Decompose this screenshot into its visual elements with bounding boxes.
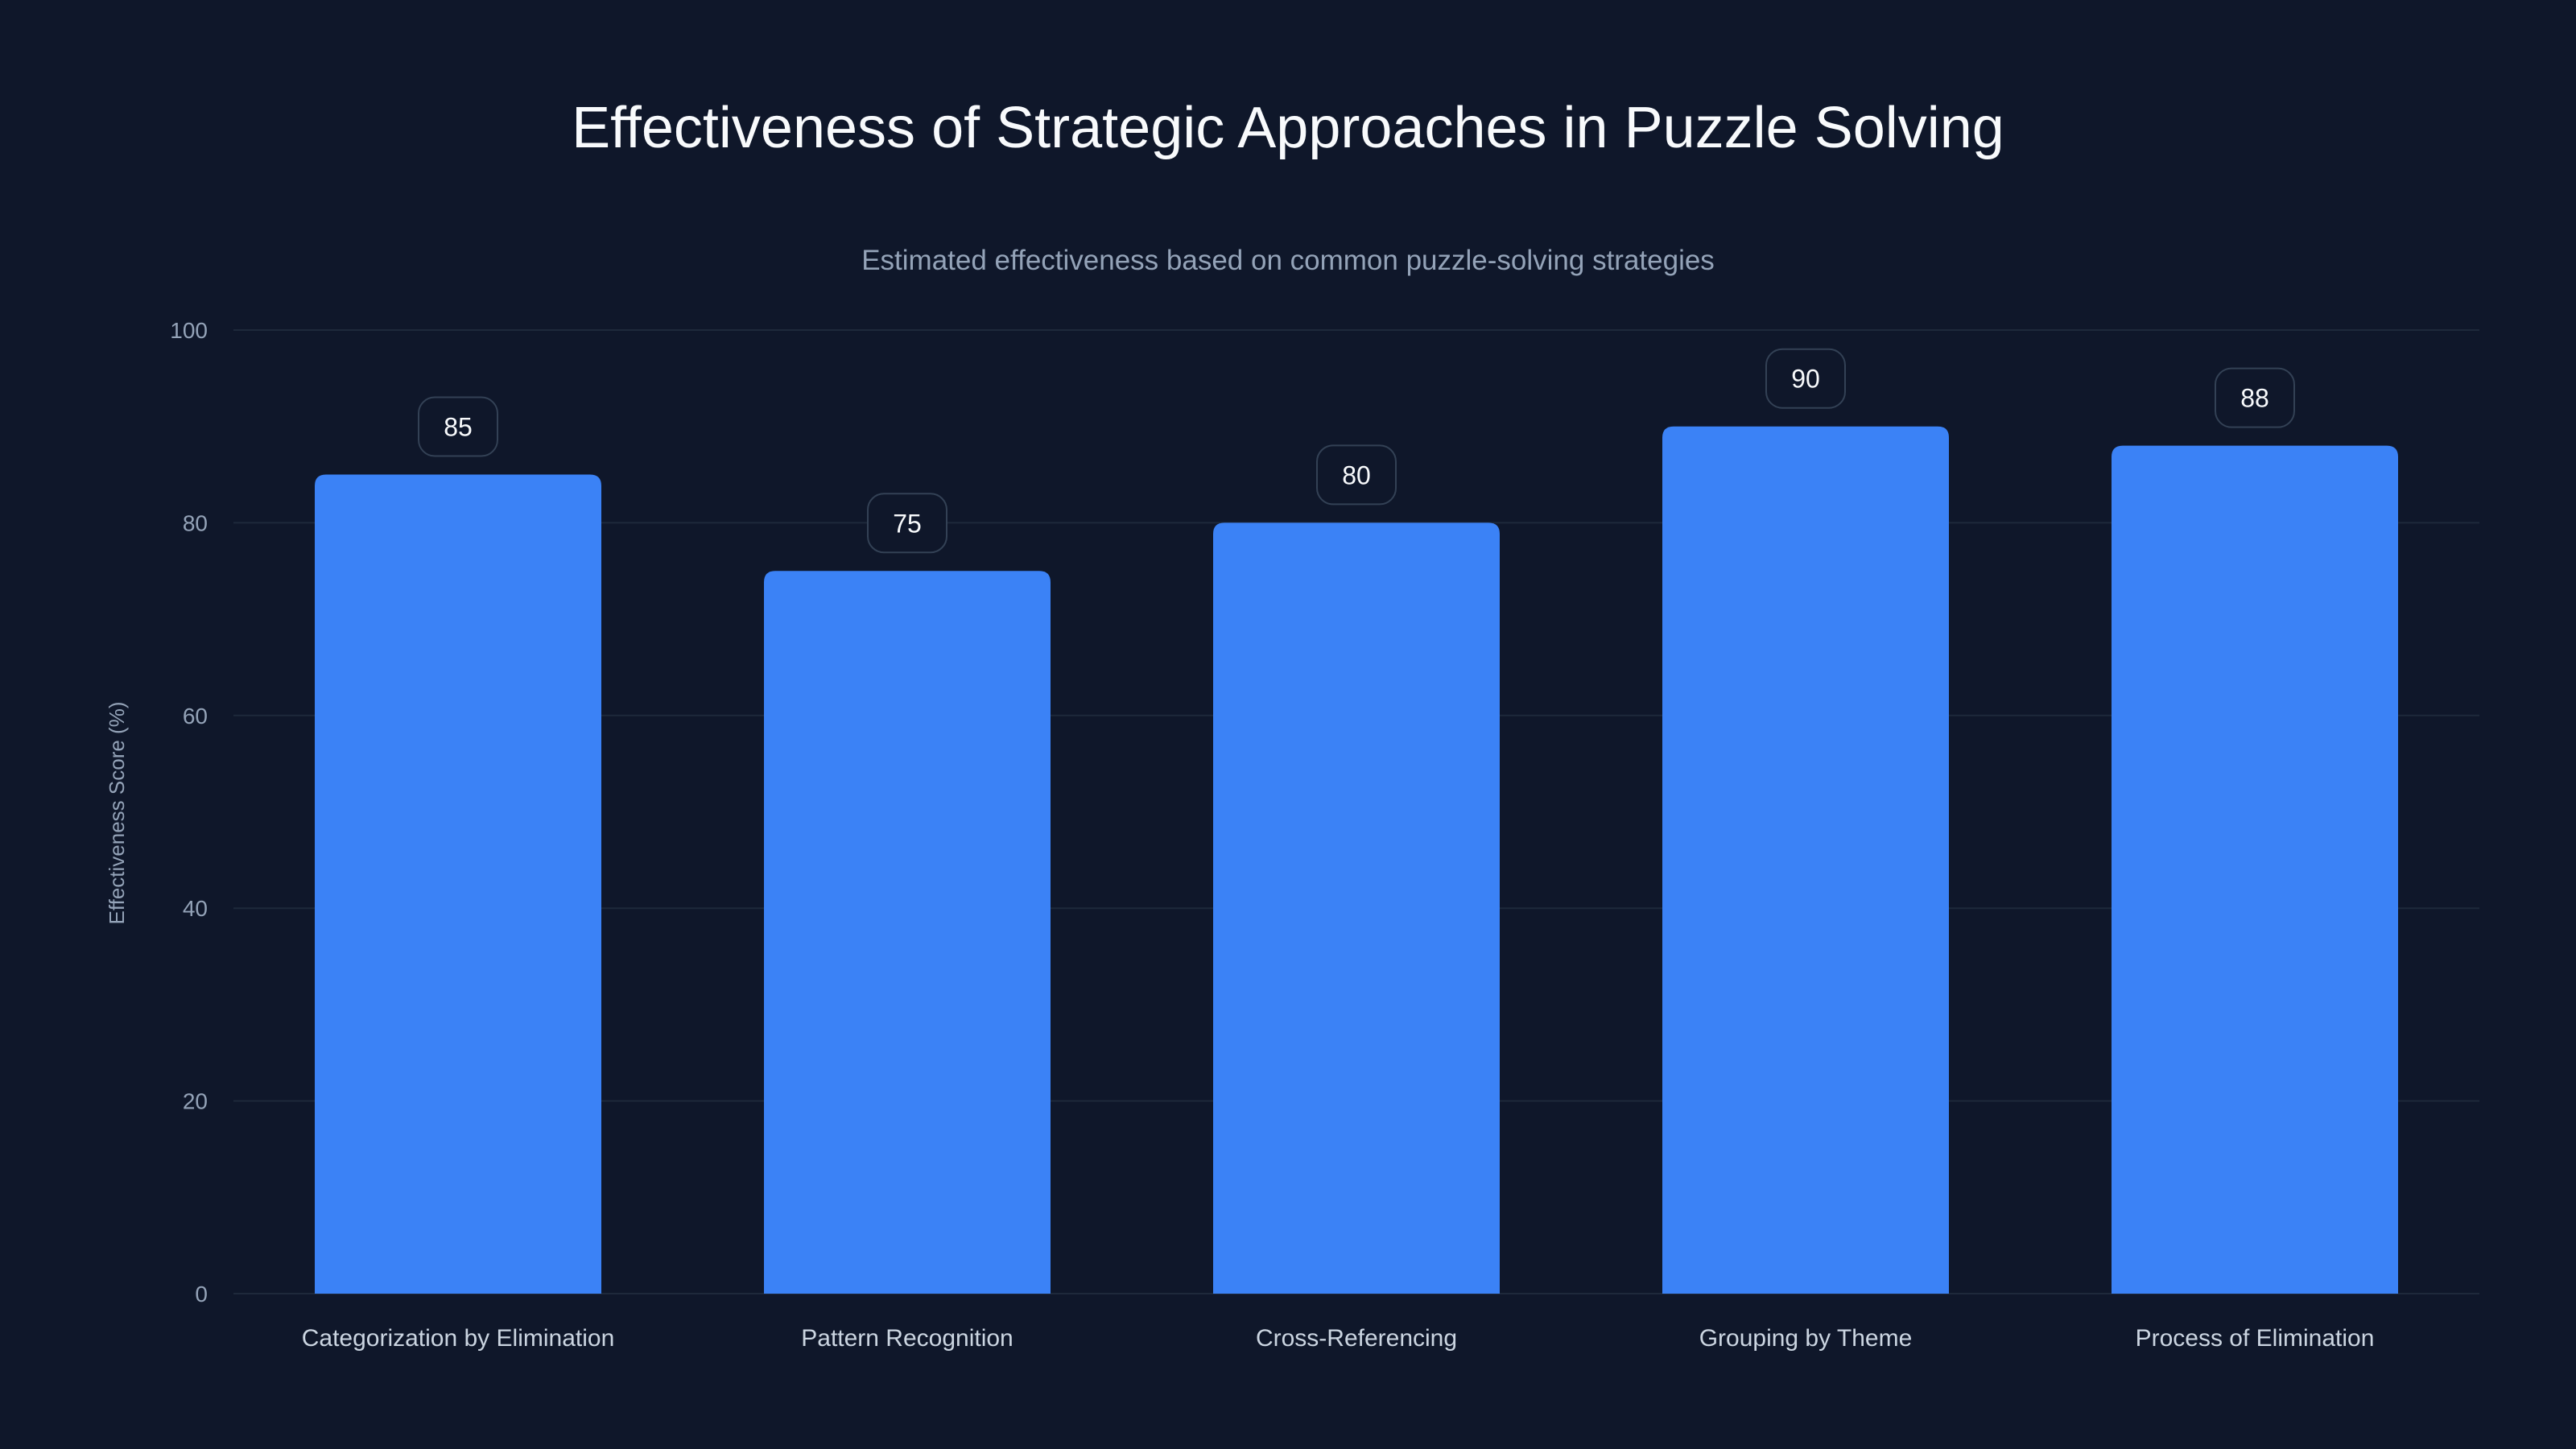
bar bbox=[1662, 426, 1949, 1294]
x-tick-label: Pattern Recognition bbox=[801, 1325, 1013, 1352]
y-tick-label: 40 bbox=[183, 896, 208, 921]
y-tick-label: 0 bbox=[195, 1282, 208, 1307]
y-tick-label: 100 bbox=[170, 318, 208, 343]
data-label-box bbox=[1765, 348, 1846, 409]
chart-title: Effectiveness of Strategic Approaches in… bbox=[572, 96, 2004, 160]
x-tick-label: Categorization by Elimination bbox=[302, 1325, 615, 1352]
data-label: 90 bbox=[1791, 365, 1820, 394]
data-label-box bbox=[418, 396, 498, 457]
bar bbox=[315, 474, 601, 1294]
chart-subtitle: Estimated effectiveness based on common … bbox=[861, 245, 1715, 276]
y-axis-label: Effectiveness Score (%) bbox=[105, 702, 129, 925]
data-label-box bbox=[1316, 444, 1397, 506]
bar bbox=[764, 571, 1051, 1294]
data-label-box bbox=[2215, 367, 2295, 428]
x-tick-label: Cross-Referencing bbox=[1256, 1325, 1457, 1352]
x-tick-label: Process of Elimination bbox=[2136, 1325, 2375, 1352]
bar bbox=[1213, 522, 1500, 1294]
data-label-box bbox=[867, 493, 947, 554]
y-tick-label: 20 bbox=[183, 1089, 208, 1114]
y-tick-label: 60 bbox=[183, 704, 208, 729]
data-label: 88 bbox=[2240, 384, 2269, 413]
y-tick-label: 80 bbox=[183, 510, 208, 535]
bar bbox=[2112, 445, 2398, 1294]
data-label: 75 bbox=[893, 509, 922, 538]
x-tick-label: Grouping by Theme bbox=[1699, 1325, 1913, 1352]
data-label: 80 bbox=[1342, 460, 1371, 489]
data-label: 85 bbox=[444, 413, 473, 442]
